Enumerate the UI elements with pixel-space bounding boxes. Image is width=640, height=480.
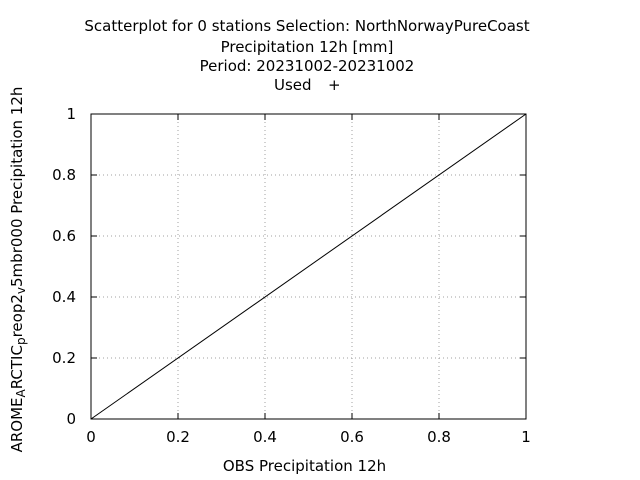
x-tick-label-3: 0.6 [340,428,364,446]
title-line-2: Precipitation 12h [mm] [221,38,394,56]
title-line-3: Period: 20231002-20231002 [200,57,415,75]
title-line-1: Scatterplot for 0 stations Selection: No… [84,17,529,35]
legend-marker: + [328,76,341,94]
y-axis-ticks: 0 0.2 0.4 0.6 0.8 1 [52,105,526,428]
y-tick-label-0: 0 [66,410,76,428]
x-tick-label-4: 0.8 [427,428,451,446]
y-axis-label-part: reop2 [8,294,26,337]
x-tick-label-0: 0 [86,428,96,446]
x-tick-label-1: 0.2 [166,428,190,446]
x-axis-label: OBS Precipitation 12h [223,457,386,475]
x-axis-ticks: 0 0.2 0.4 0.6 0.8 1 [86,114,531,446]
reference-diagonal-line [90,113,527,420]
plot-border [90,113,527,420]
y-axis-label-part: RCTIC [8,345,26,389]
y-axis-label-subscript: v [14,287,28,294]
y-tick-label-3: 0.6 [52,227,76,245]
grid [91,114,526,419]
x-tick-label-5: 1 [521,428,531,446]
y-axis-label-subscript: A [14,388,28,397]
y-axis-label-subscript: p [14,337,28,345]
y-tick-label-1: 0.2 [52,349,76,367]
legend: Used + [274,76,341,94]
y-axis-label: AROMEARCTICpreop2v5mbr000 Precipitation … [8,87,28,453]
y-tick-label-4: 0.8 [52,166,76,184]
reference-line-group [90,113,527,420]
chart-title: Scatterplot for 0 stations Selection: No… [84,17,529,75]
legend-label: Used [274,76,312,94]
x-tick-label-2: 0.4 [253,428,277,446]
y-axis-label-part: AROME [8,397,26,452]
y-tick-label-2: 0.4 [52,288,76,306]
y-axis-label-part: 5mbr000 Precipitation 12h [8,87,26,287]
y-tick-label-5: 1 [66,105,76,123]
plot-frame [90,113,527,420]
